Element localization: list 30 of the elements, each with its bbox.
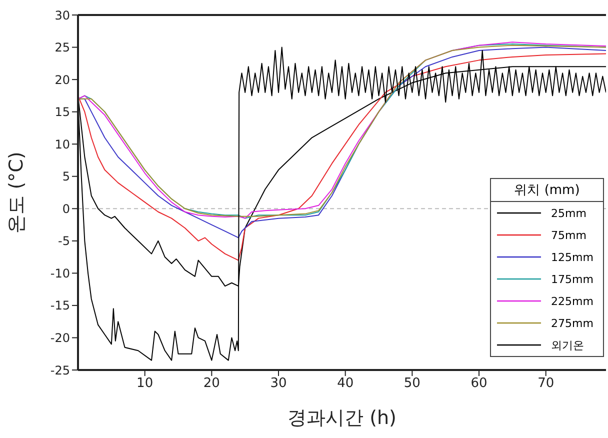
x-tick-label: 70 <box>538 376 554 392</box>
y-tick-label: -5 <box>58 234 70 248</box>
y-tick-label: 25 <box>54 40 70 55</box>
y-tick-label: 20 <box>54 72 70 87</box>
x-tick-label: 50 <box>404 376 420 392</box>
y-tick-label: -15 <box>50 298 70 313</box>
y-tick-label: 0 <box>62 202 70 216</box>
y-tick-label: 15 <box>54 105 70 120</box>
legend-label: 외기온 <box>551 338 584 352</box>
x-tick-label: 20 <box>203 376 220 392</box>
y-tick-label: -20 <box>50 330 70 345</box>
y-tick-label: 30 <box>54 8 70 22</box>
legend-label: 175mm <box>551 272 594 286</box>
line-series <box>78 46 606 361</box>
legend-label: 125mm <box>551 250 594 264</box>
legend-label: 75mm <box>551 228 586 242</box>
legend-label: 225mm <box>551 294 594 308</box>
x-tick-label: 40 <box>337 376 354 392</box>
x-axis-title: 경과시간 (h) <box>288 407 396 429</box>
y-tick-label: 10 <box>54 137 70 152</box>
legend-title: 위치 (mm) <box>513 182 581 200</box>
y-axis-title: 온도 (°C) <box>6 152 28 234</box>
legend-label: 25mm <box>551 206 586 220</box>
y-tick-label: 5 <box>62 170 70 184</box>
y-tick-label: -10 <box>50 266 70 280</box>
x-tick-label: 60 <box>470 376 488 392</box>
y-tick-label: -25 <box>50 363 70 378</box>
legend-label: 275mm <box>551 316 594 330</box>
x-tick-label: 10 <box>136 376 154 392</box>
x-tick-label: 30 <box>270 376 287 392</box>
